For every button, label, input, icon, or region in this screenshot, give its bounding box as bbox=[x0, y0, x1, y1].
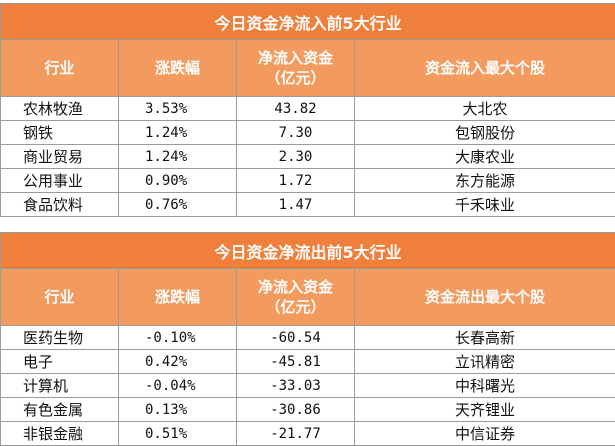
table-row: 农林牧渔 3.53% 43.82 大北农 bbox=[1, 97, 615, 121]
table-row: 电子 0.42% -45.81 立讯精密 bbox=[1, 350, 615, 374]
header-industry: 行业 bbox=[1, 40, 119, 97]
flow-cell: -60.54 bbox=[237, 326, 355, 350]
industry-cell: 计算机 bbox=[1, 374, 119, 398]
inflow-table: 今日资金净流入前5大行业 行业 涨跌幅 净流入资金（亿元） 资金流入最大个股 农… bbox=[0, 3, 615, 217]
header-net-flow: 净流入资金（亿元） bbox=[237, 40, 355, 97]
stock-cell: 立讯精密 bbox=[355, 350, 615, 374]
table-row: 计算机 -0.04% -33.03 中科曙光 bbox=[1, 374, 615, 398]
change-cell: 0.42% bbox=[119, 350, 237, 374]
industry-cell: 商业贸易 bbox=[1, 145, 119, 169]
flow-cell: 1.72 bbox=[237, 169, 355, 193]
header-net-flow: 净流入资金（亿元） bbox=[237, 269, 355, 326]
flow-cell: -33.03 bbox=[237, 374, 355, 398]
industry-cell: 非银金融 bbox=[1, 422, 119, 446]
table-row: 有色金属 0.13% -30.86 天齐锂业 bbox=[1, 398, 615, 422]
industry-cell: 医药生物 bbox=[1, 326, 119, 350]
change-cell: 0.13% bbox=[119, 398, 237, 422]
industry-cell: 农林牧渔 bbox=[1, 97, 119, 121]
header-change: 涨跌幅 bbox=[119, 40, 237, 97]
change-cell: 1.24% bbox=[119, 121, 237, 145]
stock-cell: 千禾味业 bbox=[355, 193, 615, 217]
table-row: 公用事业 0.90% 1.72 东方能源 bbox=[1, 169, 615, 193]
change-cell: 0.90% bbox=[119, 169, 237, 193]
industry-cell: 电子 bbox=[1, 350, 119, 374]
table-row: 医药生物 -0.10% -60.54 长春高新 bbox=[1, 326, 615, 350]
flow-cell: -21.77 bbox=[237, 422, 355, 446]
table-row: 非银金融 0.51% -21.77 中信证券 bbox=[1, 422, 615, 446]
change-cell: 1.24% bbox=[119, 145, 237, 169]
flow-cell: 7.30 bbox=[237, 121, 355, 145]
stock-cell: 东方能源 bbox=[355, 169, 615, 193]
industry-cell: 公用事业 bbox=[1, 169, 119, 193]
table-row: 钢铁 1.24% 7.30 包钢股份 bbox=[1, 121, 615, 145]
stock-cell: 包钢股份 bbox=[355, 121, 615, 145]
industry-cell: 钢铁 bbox=[1, 121, 119, 145]
flow-cell: 1.47 bbox=[237, 193, 355, 217]
table-row: 食品饮料 0.76% 1.47 千禾味业 bbox=[1, 193, 615, 217]
flow-cell: -30.86 bbox=[237, 398, 355, 422]
inflow-table-title: 今日资金净流入前5大行业 bbox=[1, 4, 615, 40]
change-cell: 0.76% bbox=[119, 193, 237, 217]
change-cell: 3.53% bbox=[119, 97, 237, 121]
stock-cell: 大北农 bbox=[355, 97, 615, 121]
header-top-stock: 资金流出最大个股 bbox=[355, 269, 615, 326]
outflow-table: 今日资金净流出前5大行业 行业 涨跌幅 净流入资金（亿元） 资金流出最大个股 医… bbox=[0, 232, 615, 446]
change-cell: -0.04% bbox=[119, 374, 237, 398]
stock-cell: 长春高新 bbox=[355, 326, 615, 350]
outflow-table-title: 今日资金净流出前5大行业 bbox=[1, 233, 615, 269]
stock-cell: 天齐锂业 bbox=[355, 398, 615, 422]
flow-cell: 2.30 bbox=[237, 145, 355, 169]
table-row: 商业贸易 1.24% 2.30 大康农业 bbox=[1, 145, 615, 169]
header-top-stock: 资金流入最大个股 bbox=[355, 40, 615, 97]
stock-cell: 大康农业 bbox=[355, 145, 615, 169]
flow-cell: 43.82 bbox=[237, 97, 355, 121]
header-change: 涨跌幅 bbox=[119, 269, 237, 326]
industry-cell: 食品饮料 bbox=[1, 193, 119, 217]
change-cell: 0.51% bbox=[119, 422, 237, 446]
industry-cell: 有色金属 bbox=[1, 398, 119, 422]
header-industry: 行业 bbox=[1, 269, 119, 326]
flow-cell: -45.81 bbox=[237, 350, 355, 374]
change-cell: -0.10% bbox=[119, 326, 237, 350]
stock-cell: 中科曙光 bbox=[355, 374, 615, 398]
stock-cell: 中信证券 bbox=[355, 422, 615, 446]
